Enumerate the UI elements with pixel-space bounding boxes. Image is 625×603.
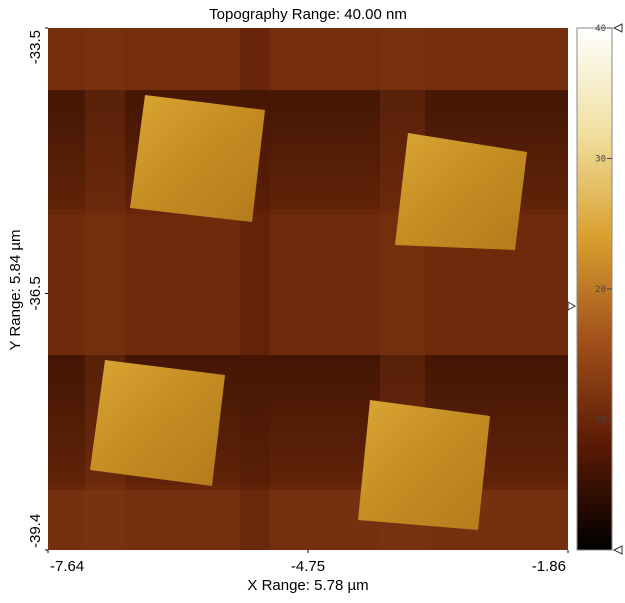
x-tick-label: -4.75 <box>291 558 325 575</box>
colorbar-tick-label: 40 <box>595 24 606 34</box>
colorbar-tick-label: 10 <box>595 416 606 426</box>
y-tick-label: -36.5 <box>27 276 44 310</box>
topography-image <box>48 28 568 550</box>
colorbar-tick-label: 20 <box>595 285 606 295</box>
colorbar-tick-label: 30 <box>595 155 606 165</box>
chart: Topography Range: 40.00 nm X Range: 5.78… <box>0 0 625 598</box>
x-tick-label: -7.64 <box>50 558 84 575</box>
x-tick-label: -1.86 <box>532 558 566 575</box>
x-axis-label: X Range: 5.78 µm <box>247 577 368 594</box>
colorbar-marker <box>568 302 575 310</box>
colorbar-end-marker <box>614 546 622 554</box>
y-tick-label: -33.5 <box>27 30 44 64</box>
y-tick-label: -39.4 <box>27 514 44 548</box>
y-axis-label: Y Range: 5.84 µm <box>7 230 24 351</box>
colorbar-end-marker <box>614 24 622 32</box>
chart-title: Topography Range: 40.00 nm <box>209 6 407 23</box>
